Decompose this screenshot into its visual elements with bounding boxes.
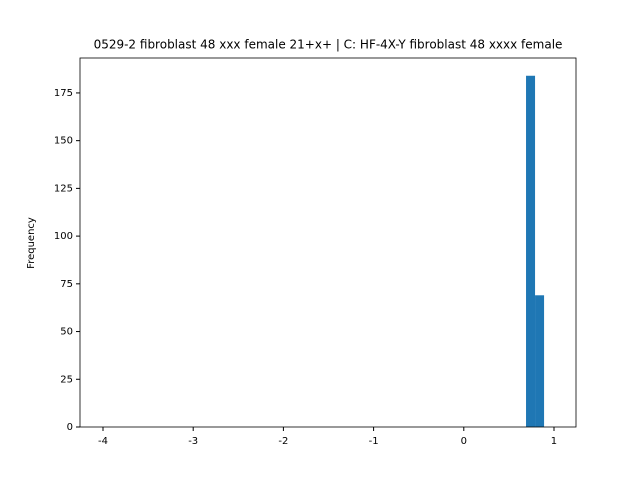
x-tick-label: -3 xyxy=(188,436,198,447)
x-tick-label: -2 xyxy=(278,436,288,447)
x-tick-label: 1 xyxy=(551,436,557,447)
y-tick-label: 150 xyxy=(54,136,73,147)
y-tick-label: 125 xyxy=(54,183,73,194)
x-tick-label: -1 xyxy=(369,436,379,447)
bar xyxy=(535,295,545,427)
x-tick-label: 0 xyxy=(461,436,467,447)
bar xyxy=(526,75,536,427)
y-tick-label: 175 xyxy=(54,88,73,99)
y-tick-label: 100 xyxy=(54,231,73,242)
y-tick-label: 25 xyxy=(60,374,73,385)
y-tick-label: 75 xyxy=(60,279,73,290)
y-tick-label: 0 xyxy=(67,422,73,433)
x-tick-label: -4 xyxy=(98,436,108,447)
y-tick-label: 50 xyxy=(60,327,73,338)
chart-title: 0529-2 fibroblast 48 xxx female 21+x+ | … xyxy=(94,38,563,52)
plot-frame xyxy=(79,57,577,428)
y-axis-label: Frequency xyxy=(26,217,37,269)
